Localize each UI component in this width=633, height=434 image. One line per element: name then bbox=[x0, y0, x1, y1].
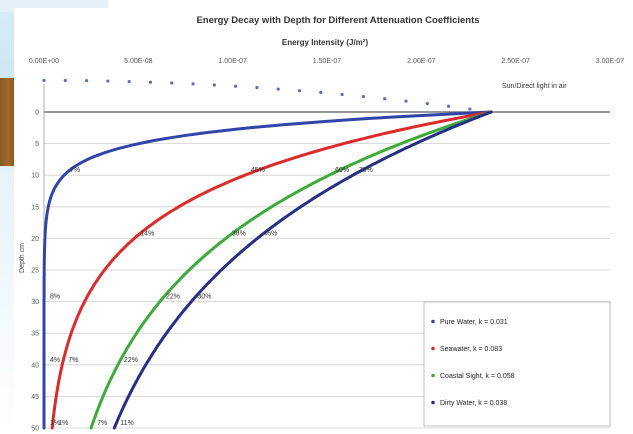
legend-entry: Dirty Water, k = 0.038 bbox=[440, 400, 507, 407]
percentage-label: 11% bbox=[120, 420, 134, 427]
series-lines bbox=[42, 110, 493, 430]
x-tick-labels: 0.00E+00 5.00E-08 1.00E-07 1.50E-07 2.00E-07… bbox=[29, 58, 624, 65]
y-tick-label: 45 bbox=[31, 394, 39, 401]
x-tick-label: 0.00E+00 bbox=[29, 58, 59, 65]
legend-marker bbox=[431, 373, 435, 378]
y-tick-label: 15 bbox=[31, 204, 39, 211]
background-wood-edge bbox=[0, 78, 14, 166]
x-tick-label: 1.50E-07 bbox=[313, 58, 342, 65]
air-point bbox=[191, 82, 195, 86]
x-tick-label: 3.00E-07 bbox=[596, 58, 625, 65]
air-point bbox=[63, 78, 67, 83]
air-point bbox=[446, 104, 451, 108]
y-tick-label: 25 bbox=[31, 268, 39, 275]
y-tick-label: 5 bbox=[35, 141, 39, 148]
percentage-label: 46% bbox=[263, 230, 277, 237]
percentage-label: 30% bbox=[197, 294, 211, 301]
x-axis-title: Energy Intensity (J/m²) bbox=[282, 38, 369, 47]
chart-title: Energy Decay with Depth for Different At… bbox=[196, 15, 479, 26]
percentage-label: 38% bbox=[232, 230, 246, 237]
air-point bbox=[404, 99, 408, 103]
y-tick-labels: 0 5 10 15 20 25 30 35 40 45 50 bbox=[31, 110, 39, 433]
percentage-label: 4% bbox=[50, 357, 60, 364]
legend-entry: Coastal Sight, k = 0.058 bbox=[440, 373, 515, 380]
series-line bbox=[50, 110, 493, 430]
air-point bbox=[234, 84, 238, 88]
air-point bbox=[319, 90, 323, 95]
legend-entry: Seawater, k = 0.083 bbox=[440, 346, 502, 353]
y-tick-label: 20 bbox=[31, 236, 39, 243]
air-point bbox=[212, 83, 216, 87]
y-tick-label: 35 bbox=[31, 331, 39, 338]
air-point bbox=[425, 102, 429, 106]
x-tick-label: 2.00E-07 bbox=[407, 58, 436, 65]
air-label: Sun/Direct light in air bbox=[502, 83, 567, 90]
y-tick-label: 30 bbox=[31, 299, 39, 306]
percentage-labels: 7% 8% 4% 1% 45% 14% 7% 1% 60% 38% 22% 22% 7% 79% 46% 30… bbox=[50, 167, 373, 427]
air-points bbox=[42, 78, 493, 114]
percentage-label: 1% bbox=[58, 420, 68, 427]
percentage-label: 79% bbox=[359, 167, 373, 174]
y-tick-label: 10 bbox=[31, 173, 39, 180]
legend-marker bbox=[431, 319, 435, 324]
y-axis-label: Depth cm bbox=[19, 243, 26, 273]
air-point bbox=[127, 79, 131, 84]
legend-entry: Pure Water, k = 0.031 bbox=[440, 319, 508, 326]
air-point bbox=[340, 92, 344, 97]
percentage-label: 22% bbox=[166, 294, 180, 301]
air-point bbox=[383, 97, 387, 101]
percentage-label: 22% bbox=[124, 357, 138, 364]
air-point bbox=[297, 89, 302, 93]
air-point bbox=[361, 94, 365, 99]
series-line bbox=[89, 110, 493, 430]
percentage-label: 45% bbox=[251, 167, 265, 174]
percentage-label: 7% bbox=[70, 167, 80, 174]
air-point bbox=[42, 78, 46, 82]
x-tick-label: 1.00E-07 bbox=[218, 58, 247, 65]
x-tick-label: 2.50E-07 bbox=[501, 58, 530, 65]
legend-marker bbox=[431, 346, 435, 351]
air-point bbox=[276, 87, 280, 91]
series-line bbox=[112, 110, 493, 430]
x-tick-label: 5.00E-08 bbox=[124, 58, 153, 65]
air-point bbox=[170, 81, 174, 85]
percentage-label: 7% bbox=[68, 357, 78, 364]
air-point bbox=[468, 107, 472, 111]
series-line bbox=[42, 110, 493, 430]
percentage-label: 8% bbox=[50, 294, 60, 301]
percentage-label: 60% bbox=[335, 167, 349, 174]
air-point bbox=[84, 79, 89, 83]
y-tick-label: 0 bbox=[35, 110, 39, 117]
y-tick-label: 50 bbox=[31, 426, 39, 433]
percentage-label: 7% bbox=[97, 420, 107, 427]
air-point bbox=[148, 80, 153, 84]
legend-box bbox=[423, 301, 611, 427]
legend-marker bbox=[431, 400, 435, 405]
air-point bbox=[106, 79, 110, 83]
percentage-label: 1% bbox=[50, 420, 60, 427]
air-point bbox=[255, 85, 259, 90]
legend: Pure Water, k = 0.031 Seawater, k = 0.083… bbox=[423, 301, 611, 427]
percentage-label: 14% bbox=[140, 230, 154, 237]
y-tick-label: 40 bbox=[31, 362, 39, 369]
